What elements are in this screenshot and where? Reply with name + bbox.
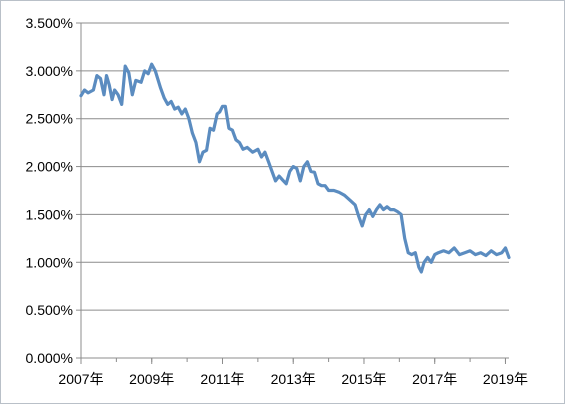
x-tick-label: 2013年 [271, 371, 316, 387]
y-tick-label: 1.000% [26, 254, 73, 270]
x-tick-label: 2011年 [200, 371, 244, 387]
y-tick-label: 2.000% [26, 159, 73, 175]
y-tick-label: 1.500% [26, 206, 73, 222]
gridlines [81, 22, 509, 311]
y-tick-label: 2.500% [26, 111, 73, 127]
y-tick-label: 0.000% [26, 350, 73, 366]
x-tick-label: 2009年 [129, 371, 174, 387]
axes [76, 22, 509, 364]
x-tick-label: 2017年 [412, 371, 457, 387]
x-tick-label: 2015年 [341, 371, 386, 387]
y-tick-label: 3.500% [26, 15, 73, 31]
series-layer [79, 62, 511, 274]
y-tick-label: 0.500% [26, 302, 73, 318]
x-tick-label: 2007年 [58, 371, 103, 387]
y-tick-labels: 0.000% 0.500% 1.000% 1.500% 2.000% 2.500% 3.00… [26, 15, 73, 366]
x-tick-labels: 2007年 2009年 2011年 2013年 2015年 2017年 2019年 [58, 371, 528, 387]
x-tick-label: 2019年 [483, 371, 528, 387]
series-line [79, 62, 511, 274]
y-tick-label: 3.000% [26, 63, 73, 79]
